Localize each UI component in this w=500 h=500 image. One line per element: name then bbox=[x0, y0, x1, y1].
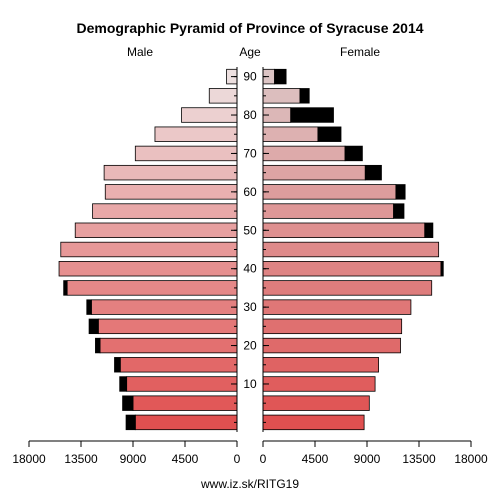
x-tick-label-left: 9000 bbox=[120, 452, 147, 466]
female-bar-70-74 bbox=[262, 145, 346, 162]
female-bar-25-29 bbox=[262, 318, 403, 335]
male-bar-75-79 bbox=[154, 126, 238, 142]
age-tick-label: 20 bbox=[243, 339, 257, 353]
female-bars bbox=[262, 68, 444, 431]
female-excess-bar-50-54 bbox=[424, 222, 434, 238]
female-bar-15-19 bbox=[262, 357, 379, 373]
male-bar-60-64 bbox=[104, 184, 238, 200]
age-axis: 10 20 30 40 50 60 70 80 90 bbox=[231, 67, 269, 432]
x-axis-female: 0 4500 9000 13500 18000 bbox=[260, 440, 488, 466]
female-excess-bar-40-44 bbox=[440, 261, 444, 277]
male-excess-bar-15-19 bbox=[114, 357, 121, 373]
female-excess-bar-75-79 bbox=[317, 126, 342, 142]
age-tick-label: 40 bbox=[243, 262, 257, 276]
female-bar-55-59 bbox=[262, 203, 394, 219]
male-excess-bar-25-29 bbox=[88, 318, 99, 335]
female-bar-35-39 bbox=[262, 280, 433, 296]
male-excess-bar-10-14 bbox=[119, 376, 128, 392]
male-excess-bar-20-24 bbox=[95, 337, 101, 354]
male-bar-15-19 bbox=[119, 357, 238, 373]
x-tick-label-right: 9000 bbox=[354, 452, 381, 466]
female-bar-40-44 bbox=[262, 261, 442, 277]
female-excess-bar-55-59 bbox=[393, 203, 405, 219]
age-tick-label: 80 bbox=[243, 108, 257, 122]
age-tick-label: 90 bbox=[243, 70, 257, 84]
female-bar-60-64 bbox=[262, 184, 397, 200]
age-tick-label: 30 bbox=[243, 300, 257, 314]
male-bar-0-4 bbox=[134, 414, 238, 431]
female-bar-0-4 bbox=[262, 414, 365, 431]
male-bar-85-89 bbox=[208, 88, 238, 104]
male-excess-bar-5-9 bbox=[122, 395, 134, 411]
age-tick-label: 50 bbox=[243, 223, 257, 237]
male-bar-80-84 bbox=[181, 107, 238, 123]
male-header: Male bbox=[127, 45, 153, 59]
female-excess-bar-80-84 bbox=[290, 107, 334, 123]
male-bar-45-49 bbox=[60, 241, 238, 258]
x-tick-label-right: 0 bbox=[260, 452, 267, 466]
male-excess-bar-30-34 bbox=[86, 299, 92, 315]
male-bar-5-9 bbox=[132, 395, 238, 411]
male-excess-bar-0-4 bbox=[125, 414, 136, 431]
male-bar-40-44 bbox=[58, 261, 238, 277]
x-tick-label-right: 13500 bbox=[402, 452, 436, 466]
female-bar-85-89 bbox=[262, 88, 301, 104]
male-bar-25-29 bbox=[97, 318, 238, 335]
male-bar-20-24 bbox=[99, 337, 238, 354]
female-bar-5-9 bbox=[262, 395, 370, 411]
x-tick-label-right: 18000 bbox=[454, 452, 488, 466]
x-tick-label-right: 4500 bbox=[302, 452, 329, 466]
x-tick-label-left: 18000 bbox=[12, 452, 46, 466]
chart-title: Demographic Pyramid of Province of Syrac… bbox=[76, 20, 423, 36]
male-bar-30-34 bbox=[91, 299, 238, 315]
age-header: Age bbox=[239, 45, 261, 59]
male-bar-10-14 bbox=[126, 376, 238, 392]
female-excess-bar-65-69 bbox=[364, 164, 382, 181]
female-bar-10-14 bbox=[262, 376, 376, 392]
male-excess-bar-35-39 bbox=[63, 280, 68, 296]
female-bar-65-69 bbox=[262, 164, 366, 181]
female-excess-bar-60-64 bbox=[395, 184, 406, 200]
x-tick-label-left: 13500 bbox=[64, 452, 98, 466]
x-axis-male: 18000 13500 9000 4500 0 bbox=[12, 440, 241, 466]
female-bar-75-79 bbox=[262, 126, 319, 142]
male-bar-35-39 bbox=[66, 280, 238, 296]
female-bar-20-24 bbox=[262, 337, 401, 354]
age-tick-label: 70 bbox=[243, 146, 257, 160]
female-excess-bar-70-74 bbox=[344, 145, 363, 162]
age-tick-label: 10 bbox=[243, 377, 257, 391]
female-excess-bar-90+ bbox=[274, 68, 287, 85]
x-tick-label-left: 4500 bbox=[172, 452, 199, 466]
x-tick-label-left: 0 bbox=[234, 452, 241, 466]
age-tick-label: 60 bbox=[243, 185, 257, 199]
male-bars bbox=[58, 68, 238, 431]
footer-url: www.iz.sk/RITG19 bbox=[200, 477, 299, 491]
female-bar-45-49 bbox=[262, 241, 440, 258]
male-bar-55-59 bbox=[92, 203, 238, 219]
male-bar-65-69 bbox=[103, 164, 238, 181]
female-bar-50-54 bbox=[262, 222, 426, 238]
female-excess-bar-85-89 bbox=[299, 88, 310, 104]
male-bar-70-74 bbox=[134, 145, 238, 162]
male-bar-50-54 bbox=[74, 222, 238, 238]
female-header: Female bbox=[340, 45, 380, 59]
female-bar-30-34 bbox=[262, 299, 412, 315]
